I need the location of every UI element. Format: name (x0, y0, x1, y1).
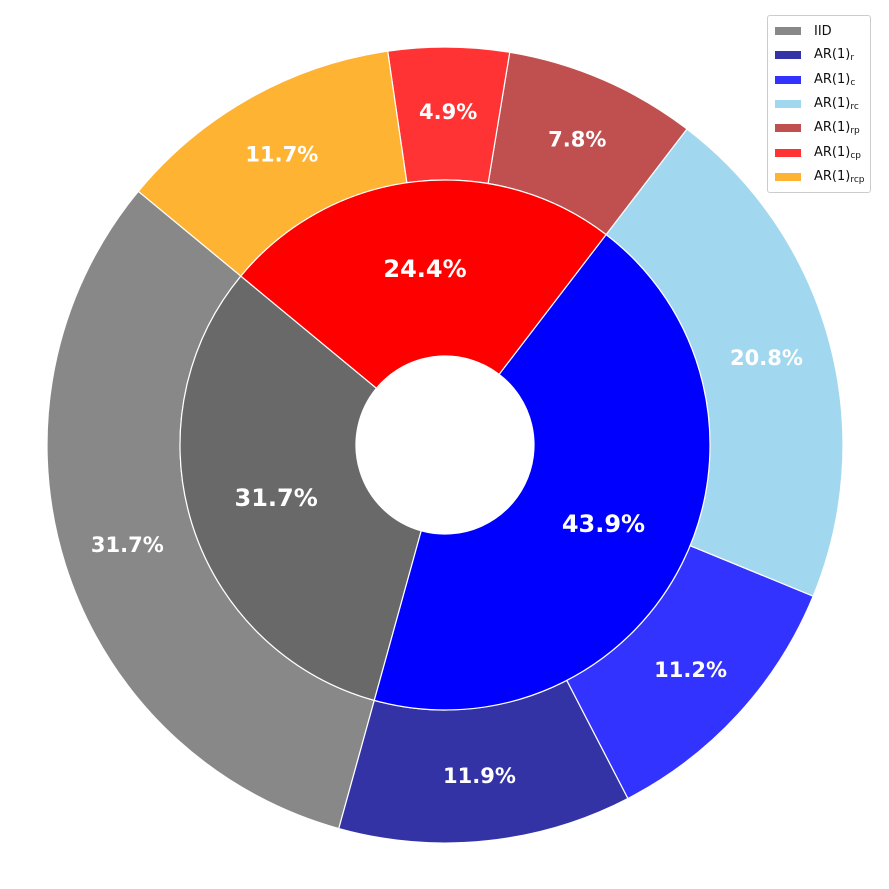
legend-item: AR(1)c (768, 68, 870, 92)
inner-slice-label-2: 24.4% (383, 255, 466, 283)
legend-swatch (775, 27, 801, 36)
inner-slice-1 (373, 233, 711, 711)
legend: IID AR(1)r AR(1)c AR(1)rc AR(1)rp AR(1)cp AR(1… (767, 15, 871, 194)
legend-swatch (775, 124, 801, 133)
legend-item: AR(1)r (768, 43, 870, 67)
legend-label: AR(1)c (814, 71, 856, 88)
legend-item: IID (768, 19, 870, 43)
legend-swatch (775, 75, 801, 84)
outer-slice-label-4: 7.8% (548, 127, 606, 151)
outer-ring (46, 46, 844, 844)
outer-slice-label-2: 11.2% (654, 658, 727, 682)
inner-slice-0 (179, 275, 422, 702)
outer-slice-label-5: 4.9% (419, 100, 477, 124)
legend-item: AR(1)cp (768, 140, 870, 164)
legend-swatch (775, 100, 801, 109)
legend-swatch (775, 148, 801, 157)
inner-slice-2 (239, 179, 607, 390)
legend-label: AR(1)r (814, 47, 855, 64)
inner-ring (179, 179, 711, 711)
legend-item: AR(1)rp (768, 116, 870, 140)
legend-swatch (775, 51, 801, 60)
inner-slice-label-1: 43.9% (562, 510, 645, 538)
outer-slice-label-6: 11.7% (245, 143, 318, 167)
legend-item: AR(1)rc (768, 92, 870, 116)
legend-label: AR(1)rp (814, 120, 860, 137)
outer-slice-label-0: 31.7% (91, 533, 164, 557)
slice-labels: 31.7% 11.9% 11.2% 20.8% 7.8% 4.9% 11.7% 31.7% 43… (91, 100, 803, 788)
legend-label: AR(1)rcp (814, 168, 865, 185)
outer-slice-label-3: 20.8% (730, 346, 803, 370)
inner-slice-label-0: 31.7% (235, 484, 318, 512)
legend-label: AR(1)cp (814, 144, 862, 161)
legend-label: IID (814, 23, 832, 39)
outer-slice-label-1: 11.9% (443, 764, 516, 788)
legend-swatch (775, 172, 801, 181)
legend-label: AR(1)rc (814, 96, 859, 113)
legend-item: AR(1)rcp (768, 165, 870, 189)
